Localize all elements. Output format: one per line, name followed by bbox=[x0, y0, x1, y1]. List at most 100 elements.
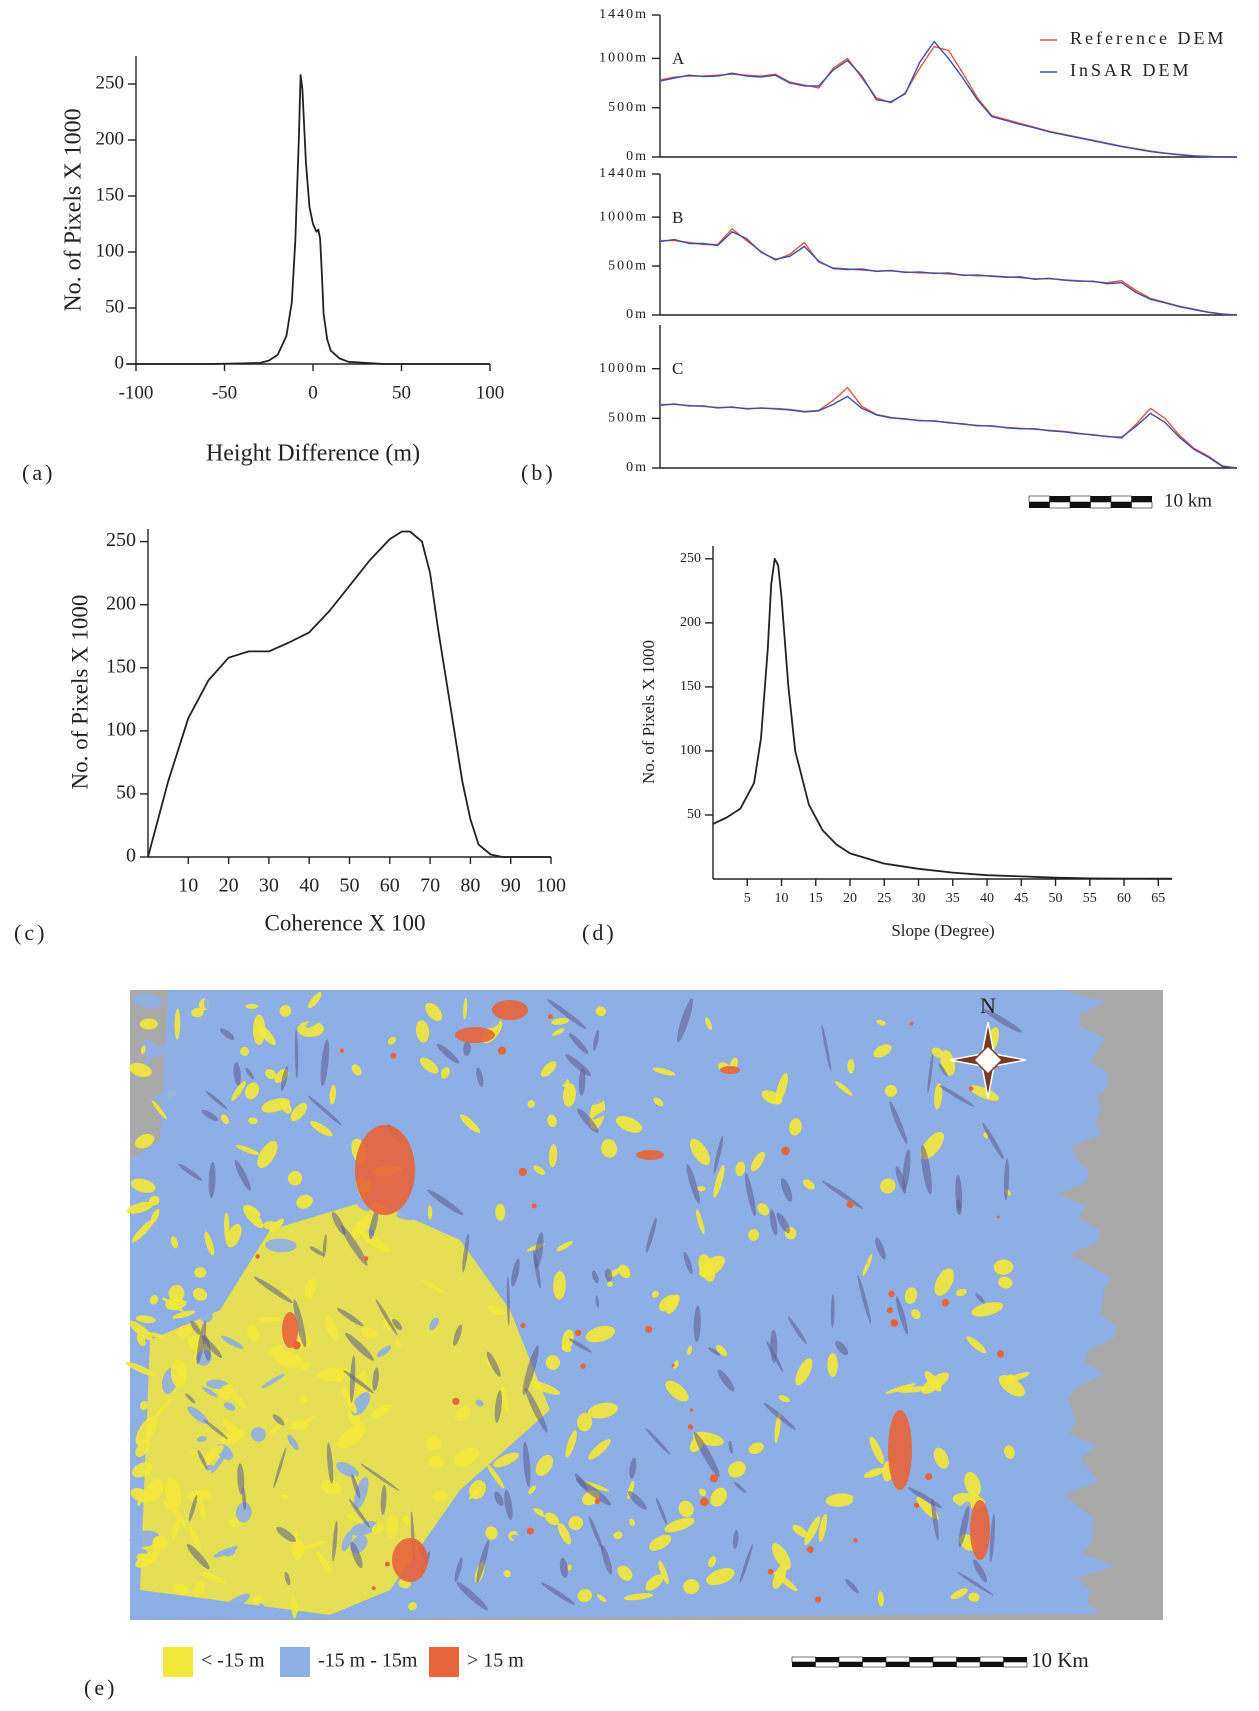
map-patch bbox=[773, 1571, 798, 1592]
y-tick-label: 250 bbox=[96, 72, 125, 93]
map-patch bbox=[140, 1400, 148, 1411]
map-patch bbox=[966, 1336, 987, 1354]
series-line bbox=[659, 395, 1238, 469]
map-ridge bbox=[392, 1318, 403, 1331]
map-ridge bbox=[276, 1526, 296, 1543]
map-high bbox=[700, 1497, 709, 1507]
map-ridge bbox=[320, 1039, 330, 1086]
map-ridge bbox=[895, 1296, 908, 1335]
map-patch bbox=[830, 1141, 843, 1155]
map-ridge bbox=[957, 1571, 994, 1596]
map-ridge bbox=[565, 1054, 592, 1077]
scale-bar-segment bbox=[792, 1662, 816, 1667]
map-high bbox=[392, 1538, 428, 1582]
x-tick-label: 10 bbox=[775, 891, 789, 906]
map-patch bbox=[750, 1151, 765, 1172]
map-patch bbox=[1006, 1374, 1015, 1385]
map-ridge bbox=[494, 1491, 504, 1507]
scale-bar-segment bbox=[1069, 495, 1091, 503]
map-patch bbox=[921, 1372, 950, 1394]
map-patch bbox=[825, 1493, 855, 1507]
y-tick-label: 50 bbox=[687, 807, 701, 822]
map-patch bbox=[716, 1344, 728, 1357]
map-patch bbox=[862, 1254, 873, 1276]
map-patch bbox=[968, 1592, 980, 1602]
x-tick-label: 65 bbox=[1151, 891, 1165, 906]
map-patch bbox=[561, 1258, 571, 1273]
map-patch bbox=[607, 1281, 614, 1287]
map-ridge bbox=[284, 1571, 291, 1586]
map-ridge bbox=[857, 1275, 872, 1324]
map-ridge bbox=[506, 1277, 510, 1326]
scale-bar-segment bbox=[979, 1656, 1004, 1663]
map-patch bbox=[559, 1060, 572, 1086]
map-patch bbox=[561, 1329, 574, 1351]
map-patch bbox=[432, 1490, 448, 1502]
map-patch bbox=[807, 1224, 825, 1252]
map-ridge bbox=[591, 1270, 599, 1284]
map-patch bbox=[257, 1140, 278, 1169]
map-patch bbox=[247, 1325, 260, 1342]
map-patch bbox=[459, 1114, 481, 1133]
map-ridge bbox=[920, 1145, 932, 1195]
map-patch bbox=[133, 993, 163, 1009]
map-patch bbox=[869, 1436, 885, 1464]
map-patch bbox=[246, 1204, 261, 1217]
map-ridge bbox=[686, 1164, 701, 1204]
x-tick-label: 30 bbox=[259, 875, 279, 897]
map-ridge bbox=[982, 1122, 1004, 1160]
map-ridge bbox=[350, 1541, 363, 1569]
map-patch bbox=[135, 1416, 158, 1446]
map-ridge bbox=[203, 1419, 228, 1440]
map-patch bbox=[288, 1415, 318, 1430]
x-axis-title: Height Difference (m) bbox=[206, 441, 420, 467]
map-patch bbox=[545, 1355, 561, 1370]
map-patch bbox=[613, 1531, 623, 1540]
map-ridge bbox=[541, 1582, 576, 1605]
y-tick-label: 100 bbox=[106, 718, 136, 740]
map-patch bbox=[876, 1019, 886, 1026]
map-patch bbox=[135, 1133, 155, 1149]
scale-bar-segment bbox=[1049, 496, 1070, 502]
scale-bar-segment bbox=[838, 1656, 863, 1663]
map-ridge bbox=[739, 1544, 753, 1584]
x-tick-label: 60 bbox=[1117, 891, 1131, 906]
map-ridge bbox=[197, 1450, 208, 1470]
map-ridge bbox=[360, 1463, 400, 1491]
x-tick-label: 100 bbox=[536, 875, 566, 897]
map-ridge bbox=[234, 1159, 251, 1191]
map-patch bbox=[351, 1064, 362, 1076]
map-ridge bbox=[349, 1355, 356, 1403]
map-patch bbox=[596, 1594, 607, 1603]
map-ridge bbox=[559, 1557, 569, 1578]
map-patch bbox=[269, 1218, 284, 1233]
map-patch bbox=[576, 1090, 604, 1105]
map-patch bbox=[139, 1018, 158, 1030]
map-patch bbox=[559, 1297, 572, 1318]
map-patch bbox=[129, 1530, 160, 1547]
map-patch bbox=[221, 1335, 244, 1350]
scale-bar-segment bbox=[839, 1662, 863, 1667]
map-high bbox=[520, 1323, 526, 1329]
map-patch bbox=[170, 1359, 187, 1388]
map-patch bbox=[222, 1593, 251, 1612]
map-ridge bbox=[975, 1292, 985, 1304]
map-patch bbox=[904, 1287, 918, 1304]
x-tick-label: 15 bbox=[809, 891, 823, 906]
scale-bar-segment bbox=[862, 1657, 886, 1662]
map-ridge bbox=[931, 1498, 939, 1541]
map-high bbox=[886, 1307, 894, 1314]
y-tick-label: 500m bbox=[608, 100, 648, 115]
map-patch bbox=[623, 1593, 654, 1601]
map-patch bbox=[402, 1515, 412, 1526]
map-ridge bbox=[322, 1234, 327, 1258]
map-high bbox=[371, 1586, 376, 1590]
map-ridge bbox=[574, 1473, 588, 1490]
y-axis-title: No. of Pixels X 1000 bbox=[61, 108, 87, 311]
map-ridge bbox=[220, 1028, 235, 1040]
map-ridge bbox=[821, 1180, 864, 1209]
map-patch bbox=[145, 1479, 164, 1502]
map-patch bbox=[205, 1464, 214, 1471]
map-patch bbox=[135, 1315, 156, 1324]
map-patch bbox=[252, 1595, 264, 1604]
